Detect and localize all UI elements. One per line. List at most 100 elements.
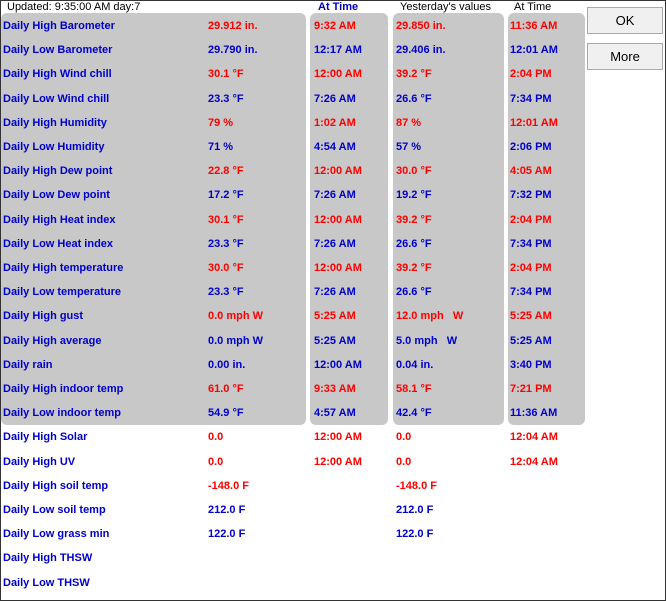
- yesterday-time: 3:40 PM: [510, 358, 552, 371]
- yesterday-value: 0.0: [396, 431, 412, 444]
- today-time: 1:02 AM: [314, 116, 356, 129]
- column-header: At Time: [318, 1, 359, 13]
- today-value: 30.1 °F: [208, 213, 244, 226]
- yesterday-time: 7:34 PM: [510, 286, 552, 299]
- yesterday-time: 7:34 PM: [510, 92, 552, 105]
- today-value: 212.0 F: [208, 504, 246, 516]
- row-label: Daily Low temperature: [3, 286, 121, 299]
- yesterday-value: 26.6 °F: [396, 92, 432, 105]
- yesterday-value: 58.1 °F: [396, 383, 432, 395]
- today-value: 0.0: [208, 455, 224, 468]
- yesterday-value: 0.0: [396, 455, 412, 468]
- row-label: Daily High Dew point: [3, 165, 113, 178]
- today-value: 29.912 in.: [208, 20, 258, 32]
- today-time: 12:00 AM: [314, 455, 362, 468]
- row-label: Daily Low indoor temp: [3, 407, 121, 420]
- row-label: Daily High indoor temp: [3, 383, 124, 395]
- row-label: Daily Low Barometer: [3, 44, 113, 57]
- today-value: 0.0: [208, 431, 224, 444]
- row-label: Daily Low Wind chill: [3, 92, 110, 105]
- yesterday-time: 12:01 AM: [510, 116, 558, 129]
- yesterday-value: 29.850 in.: [396, 20, 446, 32]
- today-time: 7:26 AM: [314, 237, 356, 250]
- today-time: 9:33 AM: [314, 383, 356, 395]
- row-label: Daily High Barometer: [3, 20, 115, 32]
- yesterday-time: 2:04 PM: [510, 213, 552, 226]
- yesterday-value: 0.04 in.: [396, 358, 434, 371]
- yesterday-time: 5:25 AM: [510, 310, 552, 323]
- row-label: Daily High UV: [3, 455, 76, 468]
- yesterday-time: 7:34 PM: [510, 237, 552, 250]
- today-time: 5:25 AM: [314, 310, 356, 323]
- yesterday-value: 39.2 °F: [396, 262, 432, 274]
- yesterday-value: 212.0 F: [396, 504, 434, 516]
- yesterday-value: 39.2 °F: [396, 213, 432, 226]
- yesterday-time: 11:36 AM: [510, 20, 558, 32]
- today-value: 61.0 °F: [208, 383, 244, 395]
- row-label: Daily High Heat index: [3, 213, 116, 226]
- row-label: Daily High gust: [3, 310, 84, 323]
- yesterday-value: 57 %: [396, 141, 422, 153]
- today-value: 71 %: [208, 141, 234, 153]
- panel: [393, 13, 504, 425]
- row-label: Daily High temperature: [3, 262, 124, 274]
- yesterday-time: 4:05 AM: [510, 165, 552, 178]
- today-time: 12:00 AM: [314, 262, 362, 274]
- yesterday-time: 2:06 PM: [510, 141, 552, 153]
- row-label: Daily Low grass min: [3, 528, 110, 541]
- row-label: Daily Low Humidity: [3, 141, 105, 153]
- today-value: 54.9 °F: [208, 407, 244, 420]
- row-label: Daily Low soil temp: [3, 504, 106, 516]
- updated: Updated: 9:35:00 AM day:7: [7, 1, 141, 13]
- row-label: Daily High THSW: [3, 552, 93, 565]
- today-value: 0.0 mph W: [208, 334, 264, 347]
- yesterday-value: 12.0 mph W: [396, 310, 464, 323]
- panel: [1, 13, 306, 425]
- yesterday-value: 39.2 °F: [396, 68, 432, 81]
- column-header: Yesterday's values: [400, 1, 491, 13]
- row-label: Daily High Wind chill: [3, 68, 112, 81]
- yesterday-value: 29.406 in.: [396, 44, 446, 57]
- row-label: Daily High soil temp: [3, 479, 109, 492]
- today-value: 23.3 °F: [208, 237, 244, 250]
- more-button[interactable]: More: [587, 43, 663, 70]
- row-label: Daily High average: [3, 334, 102, 347]
- today-time: 12:00 AM: [314, 165, 362, 178]
- today-time: 5:25 AM: [314, 334, 356, 347]
- ok-button[interactable]: OK: [587, 7, 663, 34]
- yesterday-time: 2:04 PM: [510, 68, 552, 81]
- today-value: 79 %: [208, 116, 234, 129]
- panel: [508, 13, 585, 425]
- row-label: Daily rain: [3, 358, 53, 371]
- yesterday-time: 12:04 AM: [510, 431, 558, 444]
- yesterday-value: -148.0 F: [396, 479, 437, 492]
- today-time: 7:26 AM: [314, 92, 356, 105]
- column-header: At Time: [514, 1, 552, 13]
- yesterday-time: 7:32 PM: [510, 189, 552, 202]
- yesterday-time: 7:21 PM: [510, 383, 552, 395]
- today-value: 17.2 °F: [208, 189, 244, 202]
- yesterday-value: 26.6 °F: [396, 286, 432, 299]
- row-label: Daily High Humidity: [3, 116, 107, 129]
- today-time: 4:57 AM: [314, 407, 356, 420]
- row-label: Daily Low THSW: [3, 576, 90, 589]
- today-value: 0.0 mph W: [208, 310, 264, 323]
- today-time: 12:00 AM: [314, 431, 362, 444]
- yesterday-value: 122.0 F: [396, 528, 434, 541]
- yesterday-value: 5.0 mph W: [396, 334, 458, 347]
- today-time: 7:26 AM: [314, 189, 356, 202]
- today-time: 12:00 AM: [314, 358, 362, 371]
- panel: [310, 13, 388, 425]
- today-time: 7:26 AM: [314, 286, 356, 299]
- today-time: 9:32 AM: [314, 20, 356, 32]
- yesterday-value: 26.6 °F: [396, 237, 432, 250]
- yesterday-time: 12:01 AM: [510, 44, 558, 57]
- today-value: 23.3 °F: [208, 92, 244, 105]
- yesterday-value: 30.0 °F: [396, 165, 432, 178]
- yesterday-time: 5:25 AM: [510, 334, 552, 347]
- today-value: 29.790 in.: [208, 44, 258, 57]
- yesterday-time: 11:36 AM: [510, 407, 558, 420]
- row-label: Daily High Solar: [3, 431, 88, 444]
- today-value: -148.0 F: [208, 479, 249, 492]
